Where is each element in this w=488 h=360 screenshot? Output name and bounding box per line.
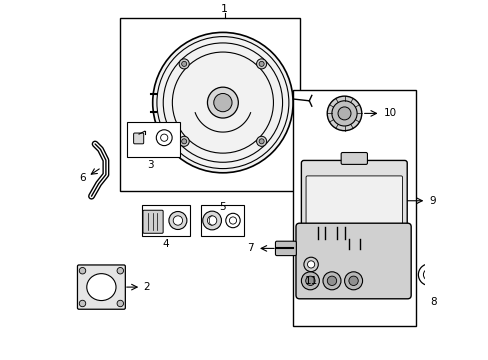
Circle shape: [207, 216, 216, 225]
FancyBboxPatch shape: [301, 161, 407, 241]
Circle shape: [173, 216, 182, 225]
Text: 9: 9: [428, 196, 435, 206]
Circle shape: [307, 261, 314, 268]
Bar: [201, 205, 244, 236]
Bar: [127, 122, 179, 157]
FancyBboxPatch shape: [295, 223, 410, 299]
Circle shape: [168, 212, 186, 230]
Circle shape: [152, 32, 292, 173]
Circle shape: [259, 139, 264, 144]
Text: 4: 4: [163, 239, 169, 249]
FancyBboxPatch shape: [133, 133, 143, 144]
Circle shape: [79, 300, 85, 307]
Circle shape: [117, 300, 123, 307]
FancyBboxPatch shape: [275, 241, 296, 256]
FancyBboxPatch shape: [77, 265, 125, 309]
Text: 7: 7: [247, 243, 254, 253]
Circle shape: [326, 96, 361, 131]
Circle shape: [117, 267, 123, 274]
FancyBboxPatch shape: [305, 176, 402, 233]
Bar: [142, 205, 190, 236]
Circle shape: [207, 87, 238, 118]
Circle shape: [160, 134, 167, 141]
Circle shape: [423, 269, 434, 280]
Circle shape: [331, 101, 356, 126]
FancyBboxPatch shape: [142, 210, 163, 233]
Circle shape: [305, 276, 314, 285]
Circle shape: [303, 257, 318, 271]
Text: 8: 8: [429, 297, 436, 307]
Circle shape: [256, 59, 266, 69]
Text: 2: 2: [143, 282, 150, 292]
Circle shape: [179, 136, 189, 147]
Text: 5: 5: [219, 202, 225, 212]
Circle shape: [181, 139, 186, 144]
Circle shape: [322, 272, 340, 290]
Circle shape: [79, 267, 85, 274]
Circle shape: [326, 276, 336, 285]
Circle shape: [348, 276, 358, 285]
Text: 6: 6: [79, 173, 85, 183]
Text: 11: 11: [304, 276, 317, 286]
Circle shape: [256, 136, 266, 147]
Ellipse shape: [86, 274, 116, 301]
FancyBboxPatch shape: [341, 153, 366, 165]
Circle shape: [301, 272, 319, 290]
Circle shape: [259, 61, 264, 66]
Circle shape: [229, 217, 236, 224]
Bar: [120, 18, 300, 191]
Text: 1: 1: [221, 4, 228, 14]
Circle shape: [203, 211, 221, 230]
Bar: [292, 90, 415, 326]
Circle shape: [179, 59, 189, 69]
Text: 3: 3: [147, 160, 154, 170]
Circle shape: [337, 107, 350, 120]
Circle shape: [213, 94, 231, 112]
Text: 10: 10: [383, 108, 396, 118]
Circle shape: [181, 61, 186, 66]
Circle shape: [344, 272, 362, 290]
